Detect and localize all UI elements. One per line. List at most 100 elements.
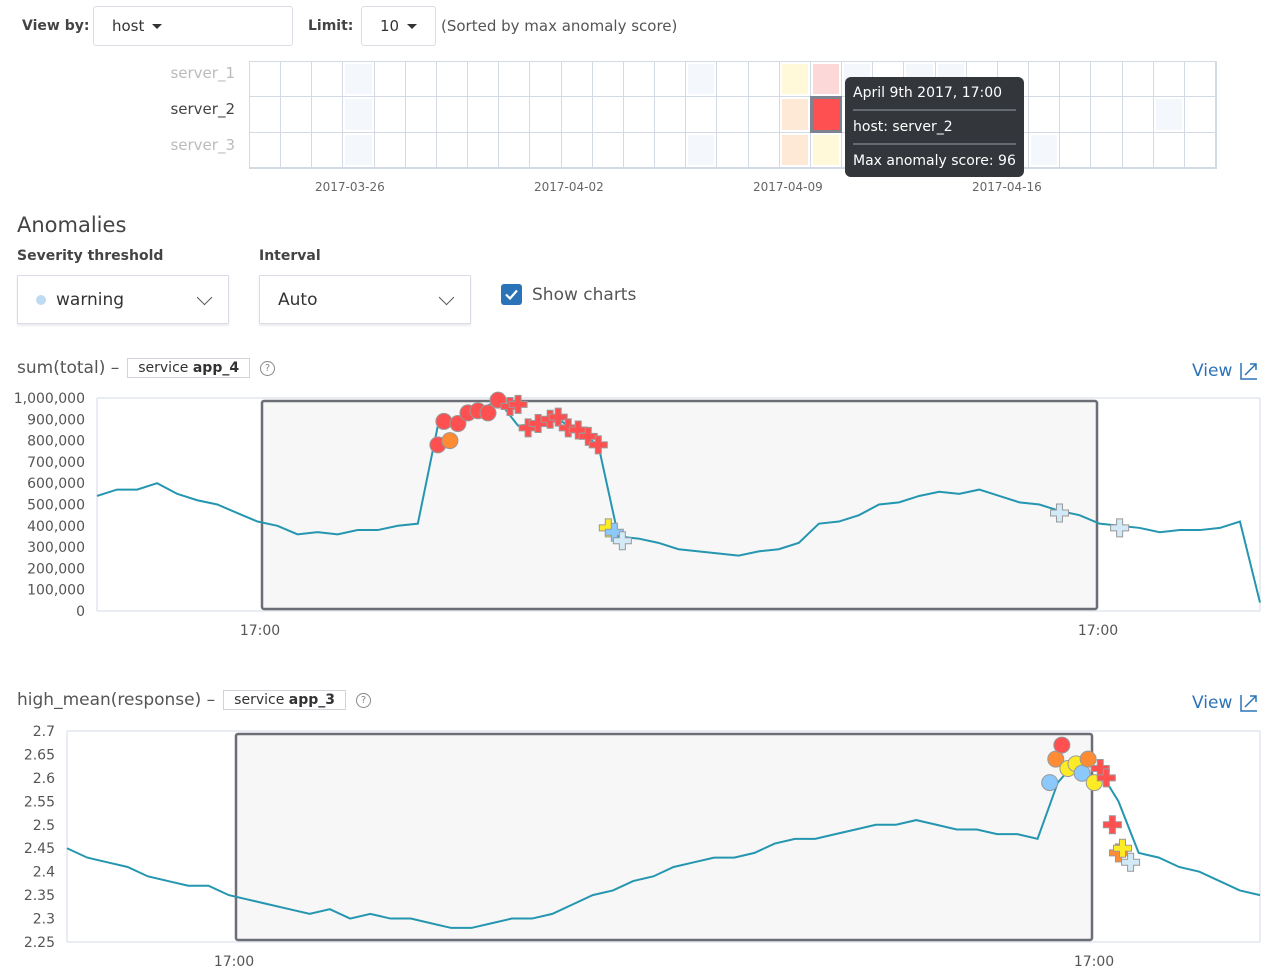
show-charts-toggle[interactable]: Show charts [501, 284, 636, 305]
heatmap-cell[interactable] [1060, 132, 1092, 168]
heatmap-cell[interactable] [343, 97, 375, 133]
heatmap-cell[interactable] [779, 132, 811, 168]
heatmap-cell[interactable] [561, 97, 593, 133]
tooltip-score: Max anomaly score: 96 [853, 153, 1016, 169]
heatmap-cell[interactable] [530, 132, 562, 168]
swimlane-label[interactable]: server_1 [170, 64, 235, 82]
heatmap-cell[interactable] [1029, 62, 1061, 98]
heatmap-cell[interactable] [592, 132, 624, 168]
heatmap-cell[interactable] [1060, 97, 1092, 133]
heatmap-cell[interactable] [250, 62, 282, 98]
heatmap-cell[interactable] [281, 62, 313, 98]
checkbox-checked-icon[interactable] [501, 284, 522, 305]
heatmap-cell[interactable] [1029, 97, 1061, 133]
heatmap-cell[interactable] [655, 132, 687, 168]
heatmap-cell[interactable] [436, 132, 469, 168]
heatmap-cell[interactable] [405, 132, 437, 168]
heatmap-cell[interactable] [405, 62, 437, 98]
heatmap-cell[interactable] [374, 97, 406, 133]
heatmap-cell[interactable] [717, 132, 749, 168]
heatmap-cell[interactable] [499, 62, 531, 98]
heatmap-cell[interactable] [499, 132, 531, 168]
heatmap-cell[interactable] [468, 132, 500, 168]
view-chart-1-link[interactable]: View [1192, 361, 1258, 381]
brush-selection[interactable] [260, 399, 1099, 611]
heatmap-cell[interactable] [530, 97, 562, 133]
heatmap-cell[interactable] [686, 62, 718, 98]
heatmap-cell[interactable] [717, 97, 749, 133]
heatmap-cell[interactable] [499, 97, 531, 133]
heatmap-cell[interactable] [748, 132, 780, 168]
heatmap-cell-fill [812, 64, 840, 95]
heatmap-cell[interactable] [686, 132, 718, 168]
heatmap-cell[interactable] [374, 62, 406, 98]
help-icon[interactable]: ? [260, 360, 276, 376]
y-tick-label: 2.65 [24, 747, 55, 763]
heatmap-cell[interactable] [1122, 132, 1154, 168]
limit-select[interactable]: 10 [361, 6, 436, 46]
chart-sum-total[interactable]: 0 100,000 200,000 300,000 400,000 500,000 600,… [0, 385, 1274, 645]
entity-badge: service app_3 [223, 690, 346, 710]
heatmap-cell[interactable] [281, 132, 313, 168]
heatmap-cell[interactable] [468, 97, 500, 133]
swimlane-label[interactable]: server_3 [170, 136, 235, 154]
heatmap-cell[interactable] [686, 97, 718, 133]
heatmap-cell[interactable] [1060, 62, 1092, 98]
heatmap-cell[interactable] [809, 96, 843, 133]
heatmap-cell[interactable] [1091, 62, 1123, 98]
heatmap-cell[interactable] [436, 62, 469, 98]
heatmap-cell[interactable] [592, 97, 624, 133]
heatmap-cell[interactable] [748, 62, 780, 98]
y-tick-label: 800,000 [27, 434, 85, 450]
heatmap-cell[interactable] [468, 62, 500, 98]
heatmap-cell[interactable] [312, 97, 344, 133]
heatmap-cell[interactable] [655, 97, 687, 133]
interval-select[interactable]: Auto [259, 275, 471, 324]
heatmap-cell[interactable] [1029, 132, 1061, 168]
view-by-select[interactable]: host [93, 6, 293, 46]
heatmap-cell[interactable] [717, 62, 749, 98]
heatmap-cell[interactable] [592, 62, 624, 98]
heatmap-cell[interactable] [1184, 132, 1216, 168]
swimlane-label[interactable]: server_2 [170, 100, 235, 118]
heatmap-cell[interactable] [530, 62, 562, 98]
heatmap-cell[interactable] [343, 132, 375, 168]
heatmap-cell[interactable] [779, 97, 811, 133]
swimlane-heatmap[interactable] [249, 61, 1217, 169]
heatmap-cell[interactable] [250, 132, 282, 168]
y-tick-label: 0 [76, 604, 85, 620]
heatmap-cell[interactable] [1184, 97, 1216, 133]
heatmap-cell[interactable] [1184, 62, 1216, 98]
heatmap-cell[interactable] [436, 97, 469, 133]
heatmap-cell[interactable] [1091, 97, 1123, 133]
heatmap-cell[interactable] [561, 132, 593, 168]
heatmap-cell[interactable] [623, 62, 656, 98]
chart-high-mean-response[interactable]: 2.25 2.3 2.35 2.4 2.45 2.5 2.55 2.6 2.65 2.7 17:00… [0, 717, 1274, 976]
heatmap-cell[interactable] [1153, 132, 1185, 168]
heatmap-cell[interactable] [1122, 62, 1154, 98]
heatmap-cell[interactable] [250, 97, 282, 133]
heatmap-cell[interactable] [374, 132, 406, 168]
heatmap-cell[interactable] [312, 132, 344, 168]
anomaly-marker [612, 531, 632, 551]
severity-threshold-select[interactable]: warning [17, 275, 229, 324]
heatmap-cell[interactable] [312, 62, 344, 98]
heatmap-cell[interactable] [748, 97, 780, 133]
heatmap-cell[interactable] [623, 97, 656, 133]
heatmap-cell[interactable] [405, 97, 437, 133]
heatmap-cell[interactable] [1122, 97, 1154, 133]
view-chart-2-link[interactable]: View [1192, 693, 1258, 713]
heatmap-cell[interactable] [1153, 62, 1185, 98]
heatmap-cell[interactable] [655, 62, 687, 98]
heatmap-cell[interactable] [810, 62, 843, 98]
help-icon[interactable]: ? [356, 692, 371, 708]
heatmap-cell[interactable] [561, 62, 593, 98]
heatmap-cell[interactable] [1153, 97, 1185, 133]
heatmap-cell[interactable] [779, 62, 811, 98]
heatmap-cell[interactable] [343, 62, 375, 98]
heatmap-cell[interactable] [623, 132, 656, 168]
brush-selection[interactable] [234, 732, 1094, 942]
heatmap-cell[interactable] [1091, 132, 1123, 168]
heatmap-cell[interactable] [281, 97, 313, 133]
heatmap-cell[interactable] [810, 132, 843, 168]
